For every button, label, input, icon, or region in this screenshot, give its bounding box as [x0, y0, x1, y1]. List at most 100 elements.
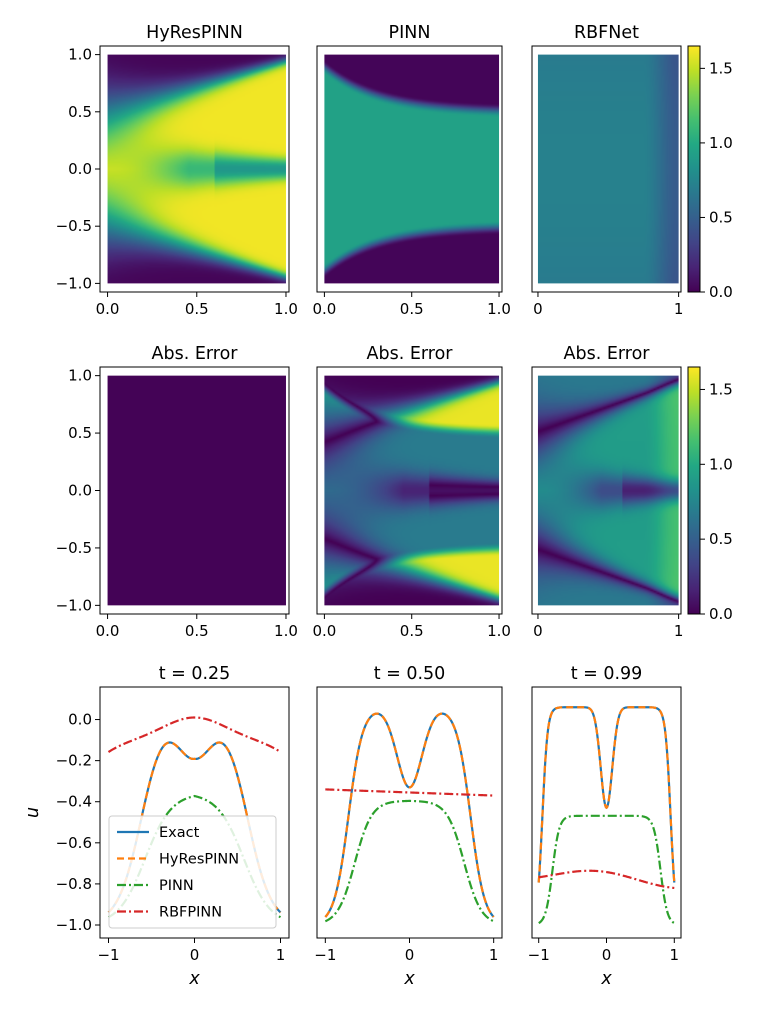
slice-t025-xtick-label: −1: [97, 946, 119, 964]
err-hyrespinn-panel: 0.0 0.5 1.0 1.0 0.5 0.0 −0.5 −1.0 Abs. Error: [56, 344, 298, 640]
slice-t025-ytick-label: −0.2: [56, 752, 92, 770]
slice-t050-frame: [316, 686, 503, 939]
slice-t050-series-hyres: [324, 712, 495, 918]
slice-t025-ytick-label: −0.4: [56, 793, 92, 811]
slice-t025-ytick-label: 0.0: [68, 711, 92, 729]
slice-t025-ytick-label: −1.0: [56, 916, 92, 934]
slice-t025-ytick-label: −0.8: [56, 875, 92, 893]
hm-pinn-xtick-label: 0.0: [312, 300, 336, 318]
hm-pinn-title: PINN: [389, 23, 431, 43]
err-rbfnet-image: [537, 375, 679, 606]
hm-hyrespinn-xtick-label: 0.0: [96, 300, 120, 318]
cbar-mid-tick-label: 0.0: [709, 605, 733, 623]
cbar-mid-bar: [687, 366, 701, 615]
hm-hyrespinn-ytick-label: −1.0: [56, 274, 92, 292]
err-pinn-image: [324, 375, 500, 606]
hm-hyrespinn-panel: 0.0 0.5 1.0 1.0 0.5 0.0 −0.5 −1.0 HyResPINN: [56, 23, 298, 318]
cbar-mid-tick-label: 1.0: [709, 455, 733, 473]
hm-pinn-frame: [316, 45, 503, 293]
slice-t050-xlabel: x: [403, 969, 415, 989]
err-hyrespinn-ytick-label: 1.0: [68, 367, 92, 385]
err-hyrespinn-ytick-label: −0.5: [56, 539, 92, 557]
err-rbfnet-panel: 0 1 Abs. Error: [531, 344, 684, 640]
slice-t099-panel: −1 0 1 t = 0.99 x: [528, 664, 682, 989]
cbar-top-tick-label: 1.0: [709, 134, 733, 152]
slice-t050-panel: −1 0 1 t = 0.50 x: [314, 664, 503, 989]
hm-rbfnet-title: RBFNet: [574, 23, 639, 43]
err-hyrespinn-xtick-label: 0.5: [185, 622, 209, 640]
err-pinn-xtick-label: 1.0: [487, 622, 511, 640]
slice-t099-xtick-label: −1: [528, 946, 550, 964]
slice-t099-series-rbf: [538, 869, 675, 890]
err-hyrespinn-ytick-label: 0.0: [68, 482, 92, 500]
slice-t099-xtick-label: 0: [602, 946, 612, 964]
hm-hyrespinn-xtick-label: 1.0: [274, 300, 298, 318]
slice-t050-xtick-label: 1: [489, 946, 499, 964]
slice-t025-series-rbf: [107, 716, 282, 753]
err-rbfnet-xtick-label: 1: [674, 622, 684, 640]
slice-t099-xtick-label: 1: [670, 946, 680, 964]
slice-t025-xtick-label: 0: [190, 946, 200, 964]
hm-rbfnet-frame: [531, 45, 682, 293]
err-hyrespinn-image: [107, 375, 286, 606]
err-hyrespinn-title: Abs. Error: [152, 344, 239, 364]
slice-t025-panel: −1 0 1 0.0 −0.2 −0.4 −0.6 −0.8 −1.0 t = 0.25 x u Exa…: [23, 664, 290, 989]
cbar-top-bar: [687, 45, 701, 293]
err-hyrespinn-ytick-label: −1.0: [56, 596, 92, 614]
cbar-mid: 1.5 1.0 0.5 0.0: [687, 366, 733, 623]
hm-hyrespinn-title: HyResPINN: [146, 23, 243, 43]
slice-t025-xtick-label: 1: [276, 946, 286, 964]
err-rbfnet-xtick-label: 0: [533, 622, 543, 640]
hm-hyrespinn-xtick-label: 0.5: [185, 300, 209, 318]
err-pinn-frame: [316, 366, 503, 615]
slice-t050-series-pinn: [324, 799, 495, 923]
hm-pinn-xtick-label: 0.5: [400, 300, 424, 318]
err-hyrespinn-xtick-label: 0.0: [96, 622, 120, 640]
err-rbfnet-frame: [531, 366, 682, 615]
hm-hyrespinn-ytick-label: −0.5: [56, 217, 92, 235]
err-hyrespinn-ytick-label: 0.5: [68, 424, 92, 442]
slice-t050-xtick-label: −1: [314, 946, 336, 964]
cbar-top: 1.5 1.0 0.5 0.0: [687, 45, 733, 301]
slice-t099-series-pinn: [538, 814, 675, 925]
hm-pinn-panel: 0.0 0.5 1.0 PINN: [312, 23, 510, 318]
hm-rbfnet-panel: 0 1 RBFNet: [531, 23, 684, 318]
err-rbfnet-title: Abs. Error: [564, 344, 651, 364]
hm-rbfnet-xtick-label: 1: [674, 300, 684, 318]
hm-pinn-xtick-label: 1.0: [487, 300, 511, 318]
slice-t025-ylabel: u: [23, 807, 43, 818]
slice-t025-legend-box: [108, 815, 277, 929]
err-pinn-title: Abs. Error: [367, 344, 454, 364]
cbar-top-tick-label: 1.5: [709, 59, 733, 77]
slice-t099-frame: [531, 686, 682, 939]
slice-t025-legend-label-exact: Exact: [159, 825, 200, 841]
hm-hyrespinn-ytick-label: 0.0: [68, 160, 92, 178]
slice-t025-title: t = 0.25: [159, 664, 231, 684]
err-pinn-xtick-label: 0.0: [312, 622, 336, 640]
cbar-mid-tick-label: 1.5: [709, 380, 733, 398]
slice-t099-xlabel: x: [600, 969, 612, 989]
slice-t099-series-hyres: [537, 706, 676, 883]
slice-t099-title: t = 0.99: [571, 664, 643, 684]
err-hyrespinn-xtick-label: 1.0: [274, 622, 298, 640]
hm-rbfnet-image: [537, 54, 679, 284]
slice-t025-ytick-label: −0.6: [56, 834, 92, 852]
slice-t050-xtick-label: 0: [405, 946, 415, 964]
slice-t025-xlabel: x: [188, 969, 200, 989]
slice-t050-title: t = 0.50: [374, 664, 446, 684]
hm-hyrespinn-ytick-label: 1.0: [68, 46, 92, 64]
hm-hyrespinn-ytick-label: 0.5: [68, 103, 92, 121]
slice-t025-legend: Exact HyResPINN PINN RBFPINN: [108, 815, 277, 929]
slice-t050-series-rbf: [325, 788, 494, 797]
cbar-top-tick-label: 0.0: [709, 283, 733, 301]
hm-rbfnet-xtick-label: 0: [533, 300, 543, 318]
slice-t025-legend-label-pinn: PINN: [159, 878, 194, 894]
err-pinn-panel: 0.0 0.5 1.0 Abs. Error: [312, 344, 510, 640]
err-pinn-xtick-label: 0.5: [400, 622, 424, 640]
slice-t025-legend-label-hyres: HyResPINN: [159, 852, 239, 868]
slice-t025-legend-label-rbf: RBFPINN: [159, 905, 222, 921]
hm-hyrespinn-image: [107, 54, 286, 284]
hm-pinn-image: [324, 54, 500, 284]
cbar-top-tick-label: 0.5: [709, 208, 733, 226]
